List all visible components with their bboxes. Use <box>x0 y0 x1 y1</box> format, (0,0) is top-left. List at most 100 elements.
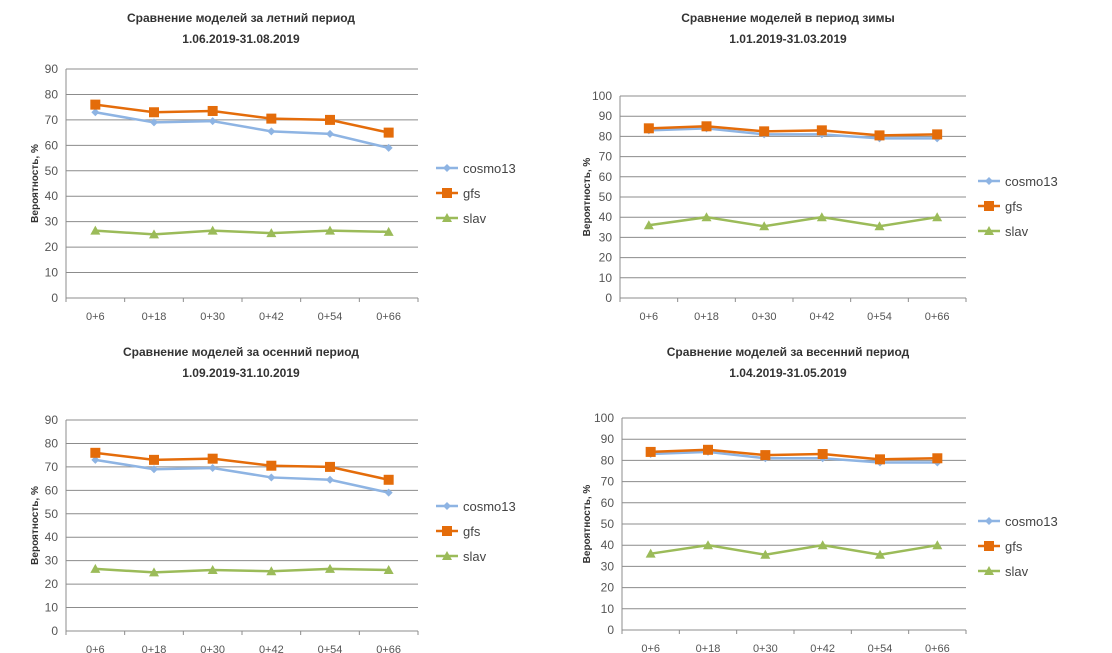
data-point-gfs <box>207 453 218 464</box>
legend-marker-cosmo13 <box>985 177 993 185</box>
y-tick-label: 30 <box>601 559 615 573</box>
y-tick-label: 40 <box>45 530 59 544</box>
x-tick-label: 0+18 <box>696 643 721 653</box>
data-point-gfs <box>760 450 771 461</box>
data-point-slav <box>759 221 770 231</box>
data-point-slav <box>90 563 101 573</box>
data-point-cosmo13 <box>208 464 217 473</box>
x-tick-label: 0+66 <box>376 311 401 323</box>
x-tick-label: 0+66 <box>925 311 950 323</box>
chart-2: Сравнение моделей в период зимы 1.01.2019… <box>582 11 1058 323</box>
chart-1: Сравнение моделей за летний период 1.06.2… <box>30 11 516 323</box>
chart-subtitle: 1.09.2019-31.10.2019 <box>182 366 300 380</box>
data-point-slav <box>325 563 335 573</box>
y-tick-label: 50 <box>45 507 59 521</box>
series-line-gfs <box>95 103 389 134</box>
legend-marker-gfs <box>442 526 452 536</box>
data-point-gfs <box>325 114 335 125</box>
data-point-slav <box>266 228 277 238</box>
y-tick-label: 30 <box>599 230 613 244</box>
data-point-slav <box>149 229 159 239</box>
data-point-gfs <box>703 444 713 455</box>
x-tick-label: 0+18 <box>142 644 167 653</box>
legend-label-cosmo13: cosmo13 <box>463 161 516 176</box>
data-point-slav <box>760 549 771 559</box>
chart-4: Сравнение моделей за весенний период 1.04… <box>582 345 1058 653</box>
data-point-gfs <box>874 130 885 141</box>
y-tick-label: 60 <box>601 496 615 510</box>
y-tick-label: 100 <box>592 89 612 103</box>
x-tick-label: 0+30 <box>753 643 778 653</box>
x-tick-label: 0+30 <box>752 311 777 323</box>
data-point-cosmo13 <box>326 129 334 138</box>
legend-marker-slav <box>442 213 452 222</box>
x-tick-label: 0+6 <box>641 643 660 653</box>
y-axis-label: Вероятность, % <box>30 144 41 223</box>
data-point-gfs <box>266 460 277 471</box>
legend-label-cosmo13: cosmo13 <box>463 499 516 514</box>
data-point-slav <box>703 540 713 550</box>
y-axis-label: Вероятность, % <box>30 486 41 565</box>
chart-3: Сравнение моделей за осенний период 1.09.… <box>30 345 516 653</box>
chart-title: Сравнение моделей в период зимы <box>681 11 895 25</box>
data-point-slav <box>90 225 101 235</box>
y-tick-label: 30 <box>45 215 59 229</box>
series-line-cosmo13 <box>95 458 389 494</box>
data-point-gfs <box>383 474 394 485</box>
series-line-cosmo13 <box>648 127 938 140</box>
legend-marker-slav <box>984 226 994 235</box>
data-point-slav <box>383 565 394 575</box>
x-tick-label: 0+42 <box>809 311 834 323</box>
data-point-slav <box>701 212 712 222</box>
legend-label-gfs: gfs <box>463 186 481 201</box>
data-point-cosmo13 <box>384 488 393 497</box>
chart-title: Сравнение моделей за летний период <box>127 11 355 25</box>
data-point-gfs <box>875 454 885 465</box>
y-tick-label: 0 <box>607 623 614 637</box>
legend-label-slav: slav <box>1005 564 1029 579</box>
y-tick-label: 20 <box>45 577 59 591</box>
data-point-gfs <box>266 113 277 124</box>
x-tick-label: 0+66 <box>925 643 950 653</box>
y-axis-label: Вероятность, % <box>582 158 593 237</box>
data-point-slav <box>383 226 394 236</box>
y-tick-label: 60 <box>599 170 613 184</box>
y-tick-label: 80 <box>45 436 59 450</box>
data-point-slav <box>874 221 885 231</box>
data-point-gfs <box>90 99 101 110</box>
y-tick-label: 70 <box>45 460 59 474</box>
legend-label-slav: slav <box>1005 224 1029 239</box>
x-tick-label: 0+42 <box>259 311 284 323</box>
y-tick-label: 60 <box>45 138 59 152</box>
series-line-slav <box>648 215 938 228</box>
chart-title: Сравнение моделей за осенний период <box>123 345 359 359</box>
x-tick-label: 0+66 <box>376 644 401 653</box>
y-tick-label: 20 <box>601 581 615 595</box>
y-tick-label: 0 <box>605 291 612 305</box>
y-tick-label: 80 <box>601 453 615 467</box>
data-point-gfs <box>932 453 943 464</box>
data-point-slav <box>932 540 943 550</box>
legend-label-cosmo13: cosmo13 <box>1005 514 1058 529</box>
y-tick-label: 20 <box>599 251 613 265</box>
y-tick-label: 40 <box>601 538 615 552</box>
x-tick-label: 0+42 <box>259 644 284 653</box>
data-point-cosmo13 <box>208 117 217 126</box>
chart-subtitle: 1.04.2019-31.05.2019 <box>729 366 847 380</box>
legend-label-slav: slav <box>463 211 487 226</box>
x-tick-label: 0+54 <box>867 311 892 323</box>
legend-label-slav: slav <box>463 549 487 564</box>
y-tick-label: 80 <box>599 129 613 143</box>
data-point-cosmo13 <box>384 143 393 152</box>
y-tick-label: 80 <box>45 87 59 101</box>
data-point-gfs <box>701 121 712 132</box>
y-tick-label: 50 <box>45 164 59 178</box>
data-point-cosmo13 <box>150 465 158 474</box>
data-point-gfs <box>149 454 159 465</box>
data-point-slav <box>207 225 218 235</box>
series-line-cosmo13 <box>95 111 389 150</box>
data-point-gfs <box>383 127 394 138</box>
legend-marker-cosmo13 <box>443 502 451 510</box>
y-tick-label: 100 <box>594 411 614 425</box>
